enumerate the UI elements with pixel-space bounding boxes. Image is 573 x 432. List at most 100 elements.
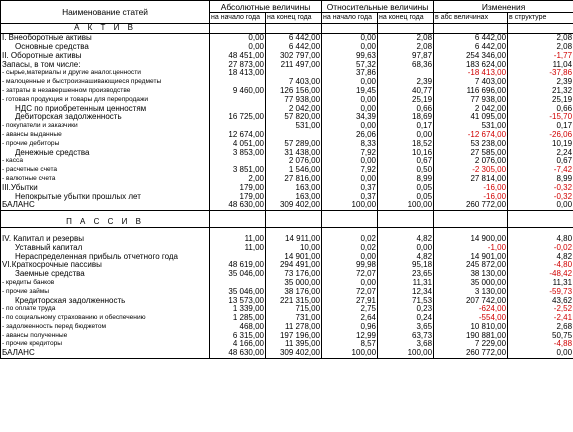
value-cell: 6 315,00 xyxy=(209,331,266,341)
subheader-cell: на конец года xyxy=(377,12,435,24)
header-changes: Изменения xyxy=(433,0,573,13)
value-cell: 38 176,00 xyxy=(265,287,323,297)
table-row: - прочие займы 35 046,00 38 176,00 72,07 12,… xyxy=(0,287,573,297)
value-cell: 309 402,00 xyxy=(265,348,323,359)
value-cell: 41 095,00 xyxy=(433,112,509,122)
value-cell: 7,92 xyxy=(321,148,379,157)
value-cell: 7 403,00 xyxy=(265,77,323,87)
section-title-row: А К Т И В xyxy=(0,23,573,34)
value-cell: 0,00 xyxy=(321,252,379,261)
value-cell: -0,32 xyxy=(507,183,573,193)
value-cell: 23,65 xyxy=(377,269,435,279)
value-cell: -1,77 xyxy=(507,51,573,61)
row-label: Непокрытые убытки прошлых лет xyxy=(0,192,210,201)
value-cell: 11,04 xyxy=(507,60,573,69)
table-row: Непокрытые убытки прошлых лет 179,00 163,0… xyxy=(0,192,573,201)
table-row: - касса 2 076,00 0,00 0,67 2 076,00 0,67 xyxy=(0,156,573,166)
value-cell: 27,91 xyxy=(321,296,379,305)
table-row: VI.Краткосрочные пассивы 48 619,00 294 491… xyxy=(0,260,573,270)
section-title-liabilities: П А С С И В xyxy=(0,217,210,228)
value-cell: 2,68 xyxy=(507,322,573,332)
value-cell: 0,17 xyxy=(377,121,435,131)
row-label: Дебиторская задолженность xyxy=(0,112,210,122)
value-cell: -16,00 xyxy=(433,183,509,193)
value-cell: 100,00 xyxy=(321,200,379,211)
value-cell: 100,00 xyxy=(377,348,435,359)
value-cell: 4,80 xyxy=(507,234,573,244)
value-cell: 8,57 xyxy=(321,340,379,349)
section-title-assets: А К Т И В xyxy=(0,23,210,34)
value-cell: 4,82 xyxy=(377,234,435,244)
value-cell xyxy=(209,252,266,261)
value-cell: 11,31 xyxy=(507,278,573,288)
table-row: Основные средства 0,00 6 442,00 0,00 2,08 6 4… xyxy=(0,42,573,52)
value-cell: 8,33 xyxy=(321,139,379,149)
value-cell: 10 810,00 xyxy=(433,322,509,332)
row-label: Нераспределенная прибыль отчетного года xyxy=(0,252,210,261)
value-cell: 11,00 xyxy=(209,243,266,253)
value-cell xyxy=(265,68,323,78)
value-cell: 294 491,00 xyxy=(265,260,323,270)
value-cell: -0,02 xyxy=(507,243,573,253)
value-cell: -2 305,00 xyxy=(433,165,509,175)
value-cell: -15,70 xyxy=(507,112,573,122)
value-cell: 2,64 xyxy=(321,313,379,323)
value-cell: 0,00 xyxy=(321,121,379,131)
value-cell: 43,62 xyxy=(507,296,573,305)
subheader-row: на начало года на конец года на начало г… xyxy=(1,12,573,24)
row-label: - кредиты банков xyxy=(0,278,210,288)
value-cell: 2,24 xyxy=(507,148,573,157)
value-cell: 0,00 xyxy=(507,348,573,359)
table-row: - покупатели и заказчики 531,00 0,00 0,17 53… xyxy=(0,121,573,131)
row-label: - авансы полученные xyxy=(0,331,210,341)
table-row: - готовая продукция и товары для перепро… xyxy=(0,95,573,105)
row-label: I. Внеоборотные активы xyxy=(0,33,210,43)
value-cell: -59,73 xyxy=(507,287,573,297)
value-cell: 48 451,00 xyxy=(209,51,266,61)
value-cell: 0,02 xyxy=(321,243,379,253)
table-row: - кредиты банков 35 000,00 0,00 11,31 35 000… xyxy=(0,278,573,288)
value-cell: -1,00 xyxy=(433,243,509,253)
row-label: Заемные средства xyxy=(0,269,210,279)
value-cell: 35 046,00 xyxy=(209,269,266,279)
value-cell: 2,39 xyxy=(507,77,573,87)
value-cell: 531,00 xyxy=(265,121,323,131)
section-title-row: П А С С И В xyxy=(0,217,573,228)
row-label: НДС по приобретенным ценностям xyxy=(0,104,210,113)
subheader-cell: в структуре xyxy=(507,12,573,24)
value-cell: 2 042,00 xyxy=(433,104,509,113)
value-cell: 3 851,00 xyxy=(209,165,266,175)
value-cell: -2,41 xyxy=(507,313,573,323)
value-cell: 12,34 xyxy=(377,287,435,297)
value-cell: 11,00 xyxy=(209,234,266,244)
value-cell: -4,88 xyxy=(507,340,573,349)
header-relative: Относительные величины xyxy=(321,0,435,13)
table-row: III.Убытки 179,00 163,00 0,37 0,05 -16,00 -0,3… xyxy=(0,183,573,193)
subheader-cell: на начало года xyxy=(321,12,379,24)
value-cell: 2,08 xyxy=(507,33,573,43)
value-cell: 0,00 xyxy=(321,33,379,43)
table-row: - расчетные счета 3 851,00 1 546,00 7,92 0,5… xyxy=(0,165,573,175)
table-row: Уставный капитал 11,00 10,00 0,02 0,00 -1,00-… xyxy=(0,243,573,253)
value-cell xyxy=(209,104,266,113)
value-cell: 260 772,00 xyxy=(433,200,509,211)
value-cell: 309 402,00 xyxy=(265,200,323,211)
value-cell: 8,99 xyxy=(377,174,435,184)
value-cell: 53 238,00 xyxy=(433,139,509,149)
row-label: - прочие займы xyxy=(0,287,210,297)
value-cell: 35 000,00 xyxy=(265,278,323,288)
row-label: Уставный капитал xyxy=(0,243,210,253)
value-cell: 3,65 xyxy=(377,322,435,332)
value-cell xyxy=(265,130,323,140)
value-cell: 4 051,00 xyxy=(209,139,266,149)
value-cell: 8,99 xyxy=(507,174,573,184)
value-cell: 1 285,00 xyxy=(209,313,266,323)
value-cell: 0,05 xyxy=(377,183,435,193)
value-cell: 3 853,00 xyxy=(209,148,266,157)
value-cell: 4,82 xyxy=(377,252,435,261)
table-row: - авансы полученные 6 315,00 197 196,00 12,… xyxy=(0,331,573,341)
row-label: Основные средства xyxy=(0,42,210,52)
value-cell: 99,98 xyxy=(321,260,379,270)
value-cell: 0,00 xyxy=(321,156,379,166)
value-cell: 207 742,00 xyxy=(433,296,509,305)
